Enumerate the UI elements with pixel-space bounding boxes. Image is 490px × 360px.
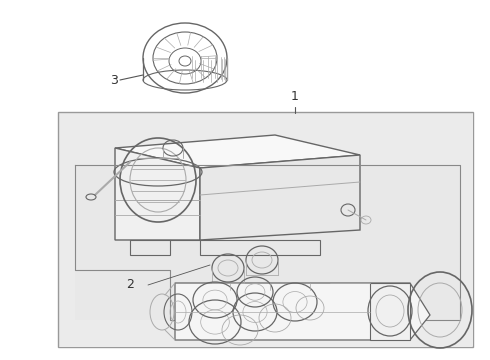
Polygon shape [75, 165, 460, 320]
Bar [130, 240, 170, 255]
Polygon shape [200, 155, 360, 240]
Polygon shape [175, 283, 430, 340]
Polygon shape [115, 135, 360, 168]
Bar [58, 112, 473, 347]
Text: 1: 1 [291, 90, 299, 103]
Bar [59, 113, 472, 346]
Polygon shape [115, 148, 200, 240]
Bar [200, 240, 320, 255]
Bar [370, 283, 410, 340]
Text: 3: 3 [110, 73, 118, 86]
Bar [59, 113, 472, 346]
Text: 2: 2 [126, 279, 134, 292]
